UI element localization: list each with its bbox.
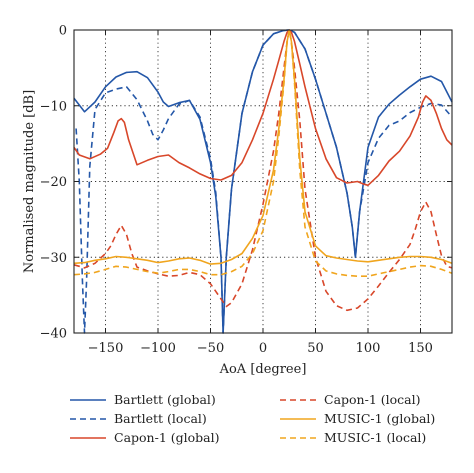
- legend: Bartlett (global) Bartlett (local) Capon-1…: [70, 392, 435, 445]
- tick-labels: −150 −100 −50 0 50 100 150 0 −10 −20 −30 −40: [40, 24, 433, 357]
- legend-label: Bartlett (global): [114, 392, 216, 407]
- series-line-3: [73, 29, 453, 187]
- y-tick-label: −10: [40, 99, 67, 114]
- series-line-4: [73, 29, 453, 312]
- x-tick-label: −50: [197, 341, 224, 356]
- x-tick-label: −150: [88, 341, 124, 356]
- y-tick-label: −20: [40, 175, 67, 190]
- legend-label: MUSIC-1 (global): [324, 411, 435, 426]
- x-axis-label: AoA [degree]: [219, 362, 307, 377]
- tick-marks: [74, 29, 452, 334]
- y-tick-label: −40: [40, 327, 67, 342]
- legend-label: MUSIC-1 (local): [324, 430, 426, 445]
- y-axis-label: Normalised magnitude [dB]: [22, 90, 37, 273]
- series-line-2: [75, 29, 453, 334]
- series-lines: [73, 29, 453, 334]
- legend-label: Capon-1 (local): [324, 392, 420, 407]
- x-tick-label: −100: [140, 341, 176, 356]
- x-tick-label: 0: [259, 341, 267, 356]
- x-tick-label: 150: [408, 341, 433, 356]
- x-tick-label: 50: [307, 341, 324, 356]
- legend-label: Capon-1 (global): [114, 430, 219, 445]
- legend-label: Bartlett (local): [114, 411, 207, 426]
- y-tick-label: −30: [40, 251, 67, 266]
- x-tick-label: 100: [356, 341, 381, 356]
- y-tick-label: 0: [59, 24, 67, 39]
- series-line-6: [73, 29, 453, 278]
